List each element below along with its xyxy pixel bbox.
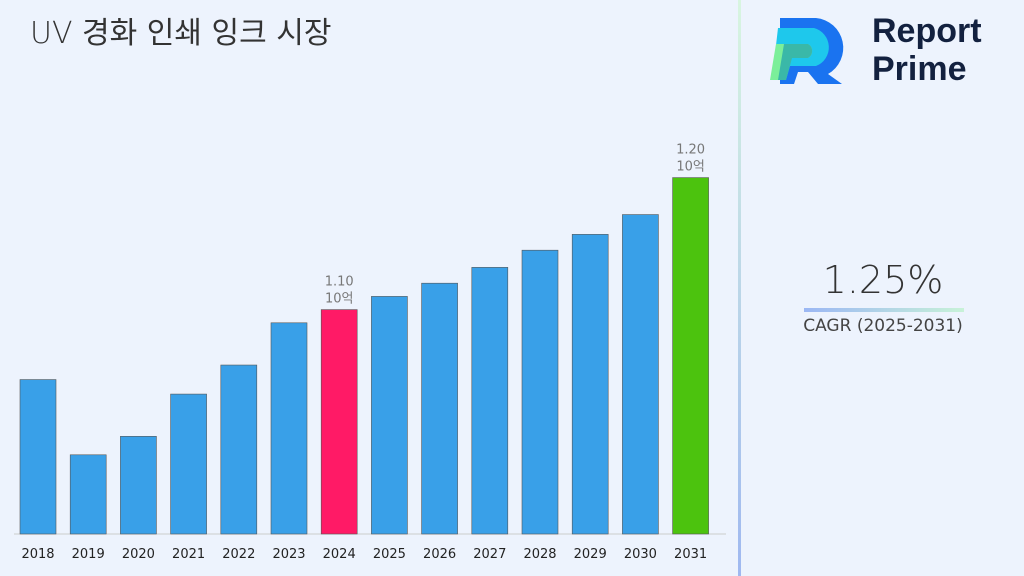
data-label-unit: 10억 [325,292,354,307]
chart-title: UV 경화 인쇄 잉크 시장 [30,16,332,51]
bar-2030 [622,214,659,535]
x-tick-label: 2028 [523,547,556,562]
x-tick-label: 2018 [21,547,54,562]
bar-chart: 2018 2019 2020 2021 2022 2023 2024 1.10 10억 2025 2… [14,143,726,562]
cagr-label: CAGR (2025-2031) [803,316,963,336]
data-label-unit: 10억 [676,160,705,175]
x-tick-label: 2023 [272,547,305,562]
x-tick-label: 2029 [574,547,607,562]
x-tick-label: 2019 [72,547,105,562]
bar-2029 [571,234,609,535]
x-tick-label: 2025 [373,547,406,562]
x-tick-label: 2026 [423,547,456,562]
logo-text: Report Prime [872,12,982,88]
x-tick-label: 2027 [473,547,506,562]
bar-2021 [170,393,207,535]
data-label-value: 1.20 [676,143,705,158]
logo-line2: Prime [872,50,967,88]
bar-2031 [672,177,709,535]
x-tick-label: 2022 [222,547,255,562]
x-tick-label: 2021 [172,547,205,562]
data-label-value: 1.10 [325,275,354,290]
report-prime-logo [770,18,844,84]
cagr-underline [804,308,964,312]
bar-2027 [471,267,509,535]
bar-2022 [220,364,258,535]
x-tick-label: 2024 [323,547,356,562]
bar-2025 [371,296,408,535]
x-tick-label: 2030 [624,547,657,562]
x-tick-label: 2020 [122,547,155,562]
bar-2019 [69,454,107,535]
bar-2024 [320,309,358,535]
cagr-value: 1.25% [822,258,944,302]
logo-line1: Report [872,12,982,50]
divider [738,0,741,576]
bar-2026 [421,282,458,535]
bar-2028 [521,249,559,535]
bar-2023 [270,322,308,535]
bar-2020 [120,436,157,535]
x-tick-label: 2031 [674,547,707,562]
bar-2018 [19,379,57,535]
